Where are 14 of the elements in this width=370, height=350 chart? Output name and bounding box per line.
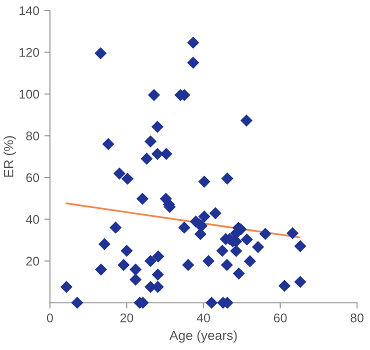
- y-tick-label: 120: [20, 48, 40, 57]
- y-axis-title: ER (%): [4, 136, 16, 177]
- x-tick-label: 60: [274, 313, 287, 322]
- y-tick-label: 60: [26, 173, 40, 182]
- y-tick-label: 140: [20, 6, 40, 16]
- y-tick-label: 20: [26, 256, 40, 266]
- x-tick-label: 40: [196, 313, 210, 322]
- x-axis-title: Age (years): [169, 330, 237, 343]
- x-tick-label: 80: [350, 313, 364, 322]
- x-tick-label: 0: [46, 313, 53, 322]
- y-tick-label: 80: [26, 132, 40, 140]
- x-tick-label: 20: [120, 313, 134, 322]
- y-tick-label: 40: [26, 215, 40, 224]
- y-tick-label: 100: [20, 90, 40, 99]
